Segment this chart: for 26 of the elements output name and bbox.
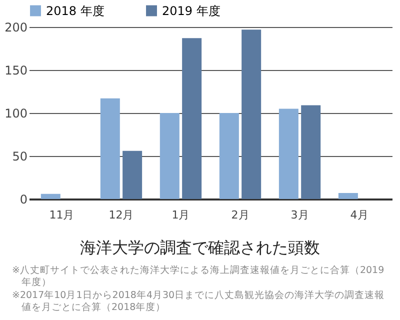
x-tick-label: 4月	[350, 208, 368, 222]
bar	[301, 105, 321, 199]
y-tick-label: 200	[4, 20, 28, 34]
bar	[100, 98, 120, 199]
bar	[278, 108, 298, 199]
x-tick-label: 12月	[108, 208, 134, 222]
y-tick-label: 150	[4, 64, 28, 78]
bar	[219, 113, 239, 199]
legend-label: 2019 年度	[162, 4, 220, 18]
bar	[242, 30, 262, 199]
text: ※2017年10月1日から2018年4月30日までに八丈島観光協会の海洋大学の調査速報値を月ごとに合算（2018年度）	[12, 290, 386, 314]
y-tick-label: 0	[20, 192, 28, 206]
text: ※八丈町サイトで公表された海洋大学による海上調査速報値を月ごとに合算（2019年度）	[12, 265, 386, 290]
legend-label: 2018 年度	[46, 4, 104, 18]
x-tick-label: 1月	[172, 208, 190, 222]
bar	[182, 38, 202, 199]
x-tick-label: 2月	[231, 208, 250, 222]
bar	[40, 194, 60, 199]
bar	[122, 150, 142, 199]
x-tick-label: 11月	[49, 208, 74, 222]
bar	[160, 113, 180, 199]
bar	[338, 192, 358, 199]
y-tick-label: 100	[4, 106, 28, 120]
text: 海洋大学の調査で確認された頭数	[79, 238, 321, 259]
x-tick-label: 3月	[290, 208, 309, 222]
y-tick-label: 50	[12, 150, 28, 164]
